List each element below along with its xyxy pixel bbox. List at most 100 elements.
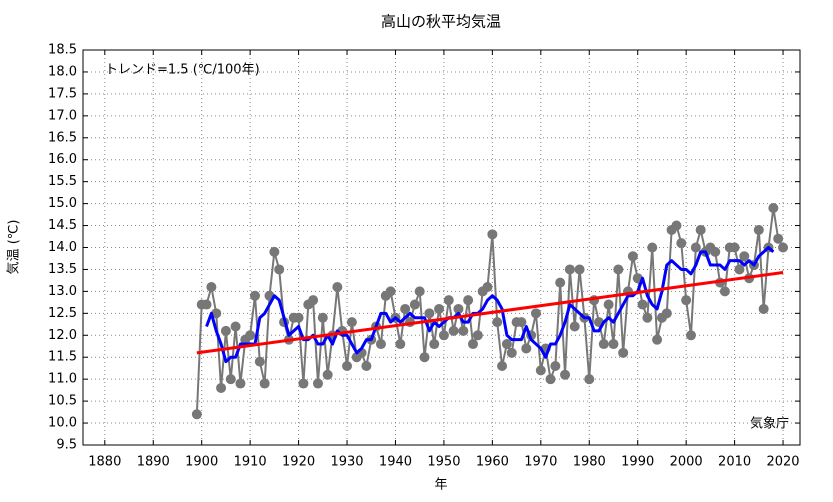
data-point (453, 303, 464, 314)
data-point (560, 369, 571, 380)
x-tick-label: 1930 (330, 455, 363, 470)
data-point (220, 325, 231, 336)
y-tick-label: 10.5 (48, 394, 77, 409)
data-point (458, 325, 469, 336)
y-tick-label: 10.0 (48, 416, 77, 431)
data-point (191, 409, 202, 420)
data-point (424, 308, 435, 319)
data-point (467, 339, 478, 350)
data-point (618, 347, 629, 358)
data-point (472, 330, 483, 341)
data-point (448, 325, 459, 336)
data-point (642, 312, 653, 323)
data-point (676, 238, 687, 249)
data-point (463, 295, 474, 306)
x-tick-label: 2010 (718, 455, 751, 470)
y-tick-label: 15.0 (48, 196, 77, 211)
data-point (564, 264, 575, 275)
data-point (778, 242, 789, 253)
x-axis-label: 年 (434, 478, 447, 493)
x-tick-label: 2000 (670, 455, 703, 470)
data-point (661, 308, 672, 319)
data-point (569, 321, 580, 332)
data-point (671, 220, 682, 231)
data-point (516, 317, 527, 328)
data-point (298, 378, 309, 389)
y-tick-label: 11.5 (48, 350, 77, 365)
x-tick-label: 1940 (379, 455, 412, 470)
x-tick-label: 1890 (137, 455, 170, 470)
x-tick-label: 1950 (427, 455, 460, 470)
data-point (530, 308, 541, 319)
data-point (443, 295, 454, 306)
data-point (414, 286, 425, 297)
data-point (249, 290, 260, 301)
x-tick-label: 1900 (185, 455, 218, 470)
y-tick-label: 13.0 (48, 284, 77, 299)
data-line (195, 207, 784, 415)
data-point (206, 282, 217, 292)
data-point (342, 361, 353, 371)
data-point (535, 365, 546, 376)
data-point (758, 303, 769, 314)
data-point (419, 352, 430, 363)
source: 気象庁 (750, 416, 789, 432)
moving-average-line (205, 246, 775, 364)
data-point (332, 282, 343, 292)
y-tick-label: 17.5 (48, 86, 77, 101)
x-tick-label: 2020 (766, 455, 799, 470)
y-tick-label: 9.5 (56, 438, 77, 453)
y-tick-label: 17.0 (48, 108, 77, 123)
y-tick-label: 16.0 (48, 152, 77, 167)
data-point (254, 356, 265, 367)
data-point (259, 378, 270, 389)
data-point (598, 339, 609, 350)
data-point (312, 378, 323, 389)
data-point (487, 229, 498, 240)
data-point (361, 361, 372, 371)
data-point (550, 361, 561, 371)
annotation: トレンド=1.5 (℃/100年) (105, 63, 260, 78)
y-tick-label: 18.5 (48, 43, 77, 58)
data-point (613, 264, 624, 275)
y-tick-label: 14.5 (48, 218, 77, 233)
y-tick-label: 12.5 (48, 306, 77, 321)
data-point (637, 299, 648, 310)
data-point (753, 224, 764, 235)
data-point (545, 374, 556, 385)
data-point (317, 312, 328, 323)
data-point (230, 321, 241, 332)
data-point (627, 251, 638, 262)
data-point (506, 347, 517, 358)
data-point (608, 339, 619, 350)
chart-title: 高山の秋平均気温 (381, 13, 501, 31)
y-tick-label: 18.0 (48, 64, 77, 79)
data-point (245, 330, 256, 341)
data-point (681, 295, 692, 306)
data-point (322, 369, 333, 380)
data-point (647, 242, 658, 253)
data-point (729, 242, 740, 253)
data-point (400, 303, 411, 314)
x-tick-label: 1980 (573, 455, 606, 470)
y-axis-label: 気温 (℃) (6, 220, 22, 275)
data-point (385, 286, 396, 297)
x-tick-label: 1880 (88, 455, 121, 470)
data-point (734, 264, 745, 275)
data-point (584, 374, 595, 385)
data-point (211, 308, 222, 319)
data-point (521, 343, 532, 354)
data-point (685, 330, 696, 341)
x-tick-label: 1920 (282, 455, 315, 470)
data-point (274, 264, 285, 275)
x-tick-label: 1910 (234, 455, 267, 470)
y-tick-label: 13.5 (48, 262, 77, 277)
data-point (395, 339, 406, 350)
data-point (235, 378, 246, 389)
data-point (497, 361, 508, 371)
data-point (710, 246, 721, 257)
data-point (293, 312, 304, 323)
x-tick-label: 1970 (524, 455, 557, 470)
y-tick-label: 14.0 (48, 240, 77, 255)
